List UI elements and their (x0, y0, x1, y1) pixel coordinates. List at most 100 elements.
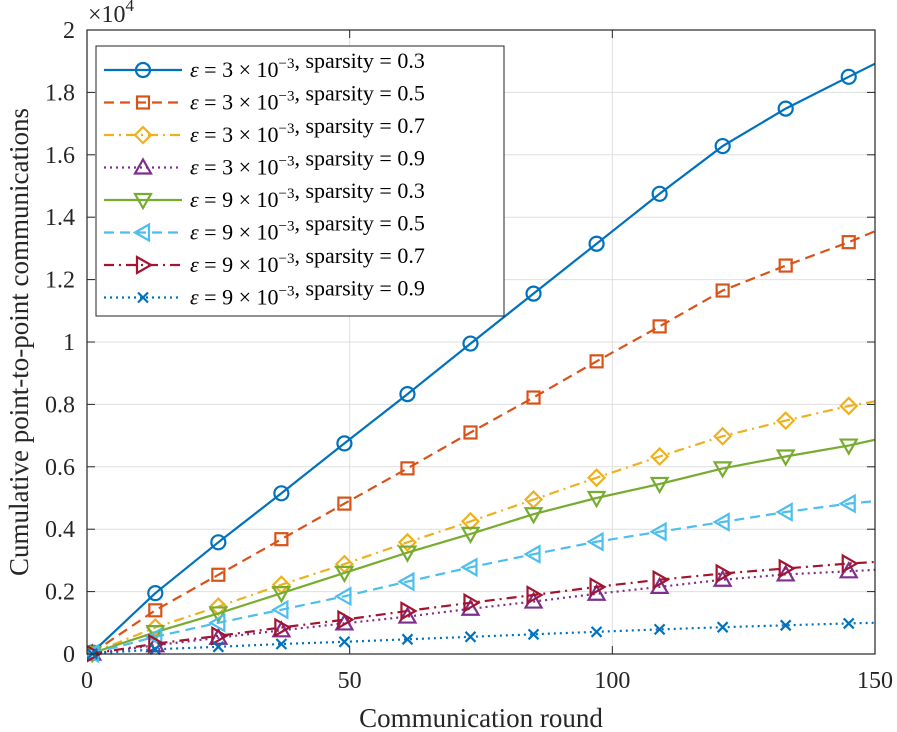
data-point-marker (649, 521, 667, 542)
data-point-marker (776, 411, 796, 431)
data-point-marker (274, 617, 292, 638)
legend-marker (137, 291, 149, 304)
data-point-marker (778, 558, 796, 579)
data-point-marker (337, 609, 355, 630)
legend: ε = 3 × 10−3, sparsity = 0.3ε = 3 × 10−3… (95, 45, 505, 317)
y-tick-label: 0.4 (45, 517, 75, 543)
data-point-marker (211, 567, 226, 582)
x-stroke (779, 619, 792, 632)
data-point-marker (779, 619, 792, 632)
data-point-marker (275, 638, 288, 650)
legend-marker (134, 61, 152, 79)
x-stroke (464, 631, 477, 643)
legend-label: ε = 9 × 10−3, sparsity = 0.9 (190, 276, 425, 310)
x-stroke (527, 628, 540, 641)
data-point-marker (590, 626, 603, 638)
y-tick-label: 1.6 (45, 143, 75, 169)
legend-item: ε = 9 × 10−3, sparsity = 0.3 (104, 178, 425, 212)
data-point-marker (523, 544, 541, 565)
series-line (91, 400, 875, 655)
data-point-marker (652, 319, 667, 334)
y-axis-title: Cumulative point-to-point communications (4, 108, 34, 576)
data-point-marker (527, 628, 540, 641)
data-point-marker (463, 592, 481, 613)
data-point-marker (712, 512, 730, 532)
series-line (92, 560, 875, 655)
x-stroke (137, 291, 149, 304)
data-point-marker (397, 606, 418, 624)
data-point-marker (460, 557, 478, 578)
data-point-marker (523, 507, 544, 525)
series-1 (87, 62, 875, 661)
data-point-marker (588, 235, 605, 252)
series-line (92, 500, 875, 655)
data-point-marker (337, 496, 352, 511)
data-point-marker (400, 461, 415, 476)
data-point-marker (271, 599, 289, 620)
legend-item: ε = 9 × 10−3, sparsity = 0.5 (104, 211, 425, 245)
x-stroke (842, 617, 855, 630)
data-point-marker (589, 577, 607, 597)
data-point-marker (401, 633, 414, 646)
legend-label: ε = 9 × 10−3, sparsity = 0.5 (190, 211, 425, 245)
legend-label: ε = 9 × 10−3, sparsity = 0.3 (190, 178, 425, 212)
data-point-marker (460, 598, 481, 616)
x-tick-label: 150 (857, 668, 893, 694)
data-point-marker (712, 569, 733, 587)
series-layer (87, 62, 875, 664)
data-point-marker (464, 631, 477, 643)
data-point-marker (208, 627, 229, 645)
data-point-marker (839, 396, 859, 416)
data-point-marker (526, 585, 544, 605)
data-point-marker (460, 511, 481, 531)
data-point-marker (587, 468, 607, 488)
legend-item: ε = 9 × 10−3, sparsity = 0.7 (104, 243, 425, 277)
x-tick-label: 100 (594, 668, 630, 694)
x-stroke (401, 633, 414, 646)
data-point-marker (652, 569, 670, 590)
x-stroke (212, 641, 225, 653)
legend-item: ε = 3 × 10−3, sparsity = 0.5 (104, 81, 425, 115)
data-point-marker (715, 283, 730, 298)
data-point-marker (777, 100, 794, 117)
data-point-marker (586, 531, 604, 552)
data-point-marker (334, 565, 355, 584)
x-stroke (653, 623, 666, 636)
y-tick-label: 0.6 (45, 455, 75, 481)
data-point-marker (397, 571, 415, 592)
series-8 (87, 617, 875, 660)
data-point-marker (208, 597, 228, 617)
data-point-marker (586, 490, 607, 509)
legend-label: ε = 9 × 10−3, sparsity = 0.7 (190, 243, 425, 277)
data-point-marker (334, 586, 352, 607)
data-point-marker (149, 643, 162, 656)
data-point-marker (145, 626, 163, 647)
x-stroke (590, 626, 603, 638)
x-stroke (275, 638, 288, 650)
x-tick-label: 0 (81, 668, 93, 694)
data-point-marker (399, 386, 416, 403)
data-point-marker (716, 621, 729, 633)
series-line (91, 62, 875, 654)
data-point-marker (208, 612, 226, 633)
data-point-marker (650, 446, 670, 467)
data-point-marker (87, 644, 103, 663)
data-point-marker (336, 435, 353, 452)
legend-item: ε = 3 × 10−3, sparsity = 0.7 (104, 113, 425, 147)
legend-box (95, 45, 505, 317)
x-tick-label: 50 (338, 668, 362, 694)
legend-label: ε = 3 × 10−3, sparsity = 0.9 (190, 146, 425, 180)
data-point-marker (714, 137, 731, 155)
data-point-marker (653, 623, 666, 636)
legend-label: ε = 3 × 10−3, sparsity = 0.5 (190, 81, 425, 115)
series-line (91, 230, 875, 654)
data-point-marker (148, 603, 163, 618)
data-point-marker (397, 532, 418, 552)
data-point-marker (338, 636, 351, 648)
data-point-marker (778, 258, 793, 273)
legend-marker (135, 95, 151, 110)
series-5 (87, 438, 875, 664)
data-point-marker (397, 545, 418, 563)
y-tick-label: 2 (63, 18, 75, 44)
